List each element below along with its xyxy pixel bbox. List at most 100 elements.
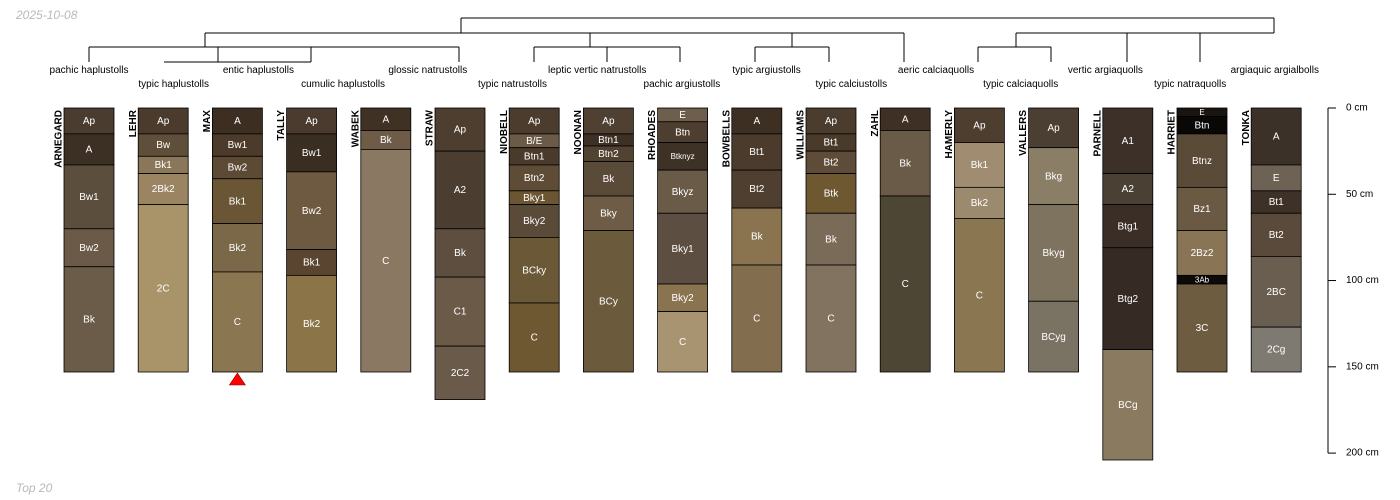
profile-name: VALLERS bbox=[1018, 110, 1029, 156]
horizon-bt1 bbox=[731, 133, 783, 171]
horizon-label: C1 bbox=[454, 307, 467, 318]
horizon-c bbox=[360, 149, 412, 373]
profile-name: PARNELL bbox=[1092, 110, 1103, 156]
profile-straw: STRAW Ap A2 Bk C1 2C2 bbox=[425, 107, 486, 401]
horizon-bkyz bbox=[657, 169, 708, 214]
horizon-bt2 bbox=[731, 169, 783, 209]
horizon-2c2 bbox=[434, 345, 486, 401]
horizon-ap bbox=[508, 107, 560, 135]
taxon-label-vertic-argiaquolls: vertic argiaquolls bbox=[1068, 65, 1143, 76]
horizon-btg1 bbox=[1102, 204, 1154, 249]
horizon-label: Btnz bbox=[1192, 156, 1212, 167]
horizon-c bbox=[954, 218, 1005, 373]
profile-name: BOWBELLS bbox=[721, 110, 732, 168]
horizon-label: Bk bbox=[751, 232, 764, 243]
horizon-label: Btn1 bbox=[598, 135, 619, 146]
caption-label: Top 20 bbox=[16, 481, 53, 495]
horizon-c bbox=[657, 311, 708, 373]
horizon-btn2 bbox=[508, 164, 560, 192]
horizon-label: 2Cg bbox=[1267, 345, 1285, 356]
taxon-label-typic-argiustolls: typic argiustolls bbox=[732, 65, 800, 76]
horizon-label: C bbox=[902, 279, 909, 290]
profile-niobell: NIOBELL Ap B/E Btn1 Btn2 Bky1 Bky2 BCky C bbox=[499, 107, 560, 373]
profile-name: RHOADES bbox=[647, 110, 658, 160]
horizon-label: Btn2 bbox=[524, 173, 545, 184]
horizon-label: Bw1 bbox=[302, 148, 322, 159]
horizon-btnz bbox=[1176, 133, 1228, 188]
horizon-label: Btg2 bbox=[1118, 294, 1139, 305]
depth-tick-label: 50 cm bbox=[1346, 189, 1373, 200]
horizon-btknyz bbox=[657, 142, 708, 171]
depth-tick-label: 100 cm bbox=[1346, 275, 1379, 286]
horizon-bky2 bbox=[657, 283, 708, 313]
horizon-label: E bbox=[1199, 108, 1204, 117]
horizon-bw1 bbox=[286, 133, 338, 173]
horizon-bw1 bbox=[63, 164, 115, 230]
horizon-bkyg bbox=[1028, 204, 1079, 302]
horizon-label: Ap bbox=[305, 116, 318, 127]
horizon-label: Ap bbox=[454, 125, 467, 136]
date-stamp: 2025-10-08 bbox=[16, 8, 78, 22]
horizon-a bbox=[211, 107, 263, 135]
horizon-label: Bk1 bbox=[971, 160, 989, 171]
horizon-label: A bbox=[234, 116, 241, 127]
horizon-ap bbox=[1028, 107, 1079, 149]
profile-hamerly: HAMERLY Ap Bk1 Bk2 C bbox=[944, 107, 1005, 373]
horizon-label: Bk1 bbox=[229, 196, 247, 207]
profile-wabek: WABEK A Bk C bbox=[350, 107, 412, 373]
horizon-label: A1 bbox=[1122, 136, 1135, 147]
profile-name: ZAHL bbox=[870, 110, 881, 137]
horizon-bk1 bbox=[954, 142, 1005, 188]
horizon-ap bbox=[805, 107, 857, 135]
horizon-label: Bk bbox=[899, 158, 912, 169]
horizon-label: BCg bbox=[1118, 400, 1137, 411]
horizon-label: Bt2 bbox=[823, 157, 838, 168]
profile-bowbells: BOWBELLS A Bt1 Bt2 Bk C bbox=[721, 107, 783, 373]
horizon-label: Bk bbox=[825, 234, 838, 245]
horizon-label: E bbox=[679, 110, 686, 121]
horizon-label: Btn bbox=[1194, 120, 1209, 131]
horizon-label: Bt1 bbox=[823, 138, 838, 149]
horizon-ap bbox=[137, 107, 189, 135]
horizon-2c bbox=[137, 204, 189, 373]
horizon-label: Bk2 bbox=[303, 319, 321, 330]
horizon-c bbox=[805, 264, 857, 373]
horizon-label: Bky1 bbox=[671, 244, 694, 255]
profile-name: NIOBELL bbox=[499, 110, 510, 154]
horizon-ap bbox=[954, 107, 1005, 143]
horizon-label: Bk bbox=[380, 135, 393, 146]
horizon-label: C bbox=[234, 317, 241, 328]
horizon-c bbox=[211, 271, 263, 373]
horizon-ap bbox=[434, 107, 486, 152]
horizon-label: E bbox=[1273, 173, 1280, 184]
horizon-label: A2 bbox=[1122, 184, 1135, 195]
horizon-label: A bbox=[86, 145, 93, 156]
horizon-label: Bt1 bbox=[1269, 197, 1284, 208]
horizon-c bbox=[508, 302, 560, 373]
profile-name: HAMERLY bbox=[944, 110, 955, 159]
profile-noonan: NOONAN Ap Btn1 Btn2 Bk Bky BCy bbox=[573, 107, 634, 373]
depth-axis: 0 cm 50 cm 100 cm 150 cm 200 cm bbox=[1327, 103, 1379, 459]
dendrogram bbox=[88, 17, 1275, 63]
taxa-labels: pachic haplustolls typic haplustolls entic… bbox=[50, 65, 1319, 90]
profile-tally: TALLY Ap Bw1 Bw2 Bk1 Bk2 bbox=[276, 107, 338, 373]
horizon-label: 2C2 bbox=[451, 368, 470, 379]
horizon-label: 3C bbox=[1196, 323, 1209, 334]
horizon-label: Ap bbox=[825, 116, 838, 127]
horizon-2bz2 bbox=[1176, 230, 1228, 276]
horizon-a bbox=[63, 133, 115, 166]
horizon-label: Bky2 bbox=[671, 293, 694, 304]
horizon-bk bbox=[63, 266, 115, 373]
horizon-bky2 bbox=[508, 204, 560, 238]
profiles: ARNEGARD Ap A Bw1 Bw2 Bk LEHR Ap Bw Bk1 2Bk2 2C MAX A… bbox=[54, 107, 1302, 461]
horizon-label: Bk1 bbox=[155, 160, 173, 171]
horizon-label: BCyg bbox=[1041, 332, 1065, 343]
horizon-label: B/E bbox=[526, 136, 542, 147]
horizon-bt2 bbox=[1250, 212, 1302, 257]
horizon-label: C bbox=[753, 314, 760, 325]
horizon-label: Btn bbox=[675, 127, 690, 138]
horizon-label: BCy bbox=[599, 296, 618, 307]
profile-name: WABEK bbox=[350, 109, 361, 147]
horizon-label: Bz1 bbox=[1193, 204, 1211, 215]
horizon-label: Bk2 bbox=[229, 243, 247, 254]
